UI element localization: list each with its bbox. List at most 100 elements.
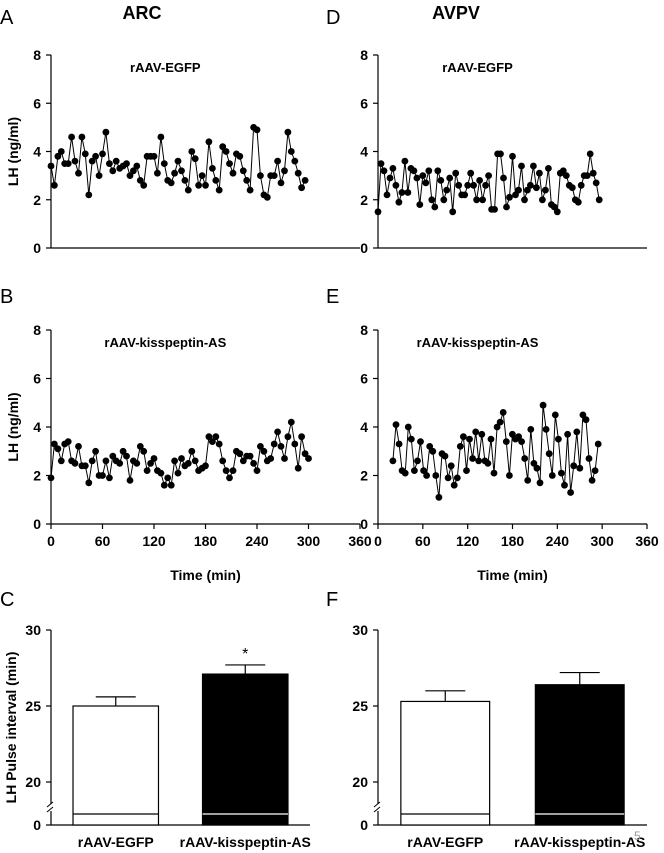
data-point-d: [527, 181, 534, 189]
panel-letter-e: E: [326, 286, 339, 308]
data-point-a: [167, 179, 175, 187]
data-point-b: [222, 467, 230, 474]
data-point-d: [497, 150, 504, 158]
data-point-e: [484, 460, 492, 467]
data-point-e: [456, 443, 464, 450]
data-point-e: [487, 435, 495, 443]
data-point-d: [464, 181, 472, 189]
y-tick-label-a: 2: [33, 192, 41, 208]
data-point-a: [123, 160, 130, 168]
bar-f-2: [534, 684, 625, 826]
axis-break-mark-f: [373, 806, 381, 813]
data-point-b: [57, 457, 65, 465]
bar-c-2: [201, 673, 289, 826]
data-point-e: [527, 426, 535, 433]
data-point-e: [518, 438, 525, 445]
data-point-d: [545, 165, 552, 172]
data-point-a: [287, 148, 295, 155]
data-point-d: [461, 191, 469, 199]
data-point-d: [539, 196, 546, 204]
data-point-e: [536, 479, 544, 487]
data-point-e: [417, 438, 424, 445]
data-point-d: [509, 152, 516, 160]
x-tick-label-b: 120: [142, 533, 166, 549]
data-point-d: [383, 191, 391, 199]
data-point-a: [106, 160, 113, 168]
data-point-b: [291, 440, 299, 448]
data-point-b: [260, 447, 268, 455]
data-point-d: [491, 206, 498, 213]
data-point-a: [71, 157, 79, 165]
axis-break-mark-c: [46, 801, 54, 808]
data-point-b: [215, 440, 223, 448]
data-point-a: [274, 157, 281, 165]
data-point-e: [466, 435, 473, 443]
data-point-e: [444, 474, 452, 482]
category-label-f: rAAV-EGFP: [407, 834, 483, 850]
data-point-a: [181, 177, 189, 184]
data-point-d: [595, 196, 603, 204]
y-tick-label-d: 4: [360, 144, 368, 160]
bar-f-1: [400, 700, 491, 826]
data-point-e: [453, 474, 461, 482]
data-point-a: [284, 128, 292, 136]
y-tick-label-d: 6: [360, 95, 368, 111]
y-tick-zero-label-f: 0: [360, 817, 368, 833]
data-point-e: [490, 469, 498, 477]
data-point-d: [577, 181, 585, 189]
data-point-a: [191, 155, 199, 163]
data-point-e: [576, 464, 584, 472]
data-point-b: [88, 457, 96, 465]
data-point-b: [136, 443, 144, 450]
data-point-a: [291, 157, 299, 165]
data-point-a: [277, 179, 285, 187]
x-tick-label-e: 120: [456, 533, 480, 549]
data-point-b: [47, 474, 55, 482]
data-point-b: [143, 467, 151, 474]
data-point-b: [284, 433, 292, 441]
data-point-e: [539, 401, 547, 409]
data-point-b: [133, 460, 141, 467]
data-point-d: [574, 198, 582, 206]
data-point-a: [95, 172, 103, 180]
data-point-b: [219, 457, 227, 465]
y-tick-label-e: 8: [360, 322, 368, 338]
data-point-d: [434, 167, 442, 175]
data-point-d: [404, 189, 412, 196]
data-point-b: [106, 474, 113, 482]
data-point-e: [478, 430, 486, 438]
data-point-a: [54, 152, 62, 160]
data-point-e: [420, 467, 427, 474]
data-point-d: [467, 169, 475, 177]
data-point-b: [109, 452, 117, 460]
data-point-a: [239, 167, 247, 175]
x-tick-label-b: 60: [95, 533, 111, 549]
data-point-a: [178, 167, 185, 175]
significance-marker-c: *: [242, 646, 248, 663]
chart-panel-d: 0 2 4 6 8 rAAV-EGFP: [360, 47, 647, 256]
y-tick-label-e: 0: [360, 516, 368, 532]
data-point-b: [116, 460, 124, 467]
data-point-d: [452, 169, 460, 177]
data-point-a: [109, 167, 117, 175]
data-point-d: [449, 208, 457, 216]
data-point-d: [568, 184, 576, 192]
data-point-a: [301, 177, 309, 184]
data-point-b: [64, 438, 72, 445]
x-tick-label-e: 240: [546, 533, 570, 549]
data-point-a: [198, 172, 206, 180]
y-tick-label-c: 20: [25, 774, 41, 790]
data-point-b: [246, 452, 254, 460]
data-point-b: [294, 464, 302, 472]
data-point-a: [57, 148, 65, 155]
data-point-b: [267, 455, 275, 462]
data-point-d: [530, 162, 537, 170]
data-point-a: [184, 186, 192, 194]
data-point-a: [75, 169, 82, 177]
y-tick-label-d: 8: [360, 47, 368, 63]
data-point-a: [263, 193, 271, 201]
y-tick-label-c: 30: [25, 622, 41, 638]
data-point-d: [386, 174, 394, 182]
data-point-d: [485, 172, 492, 180]
